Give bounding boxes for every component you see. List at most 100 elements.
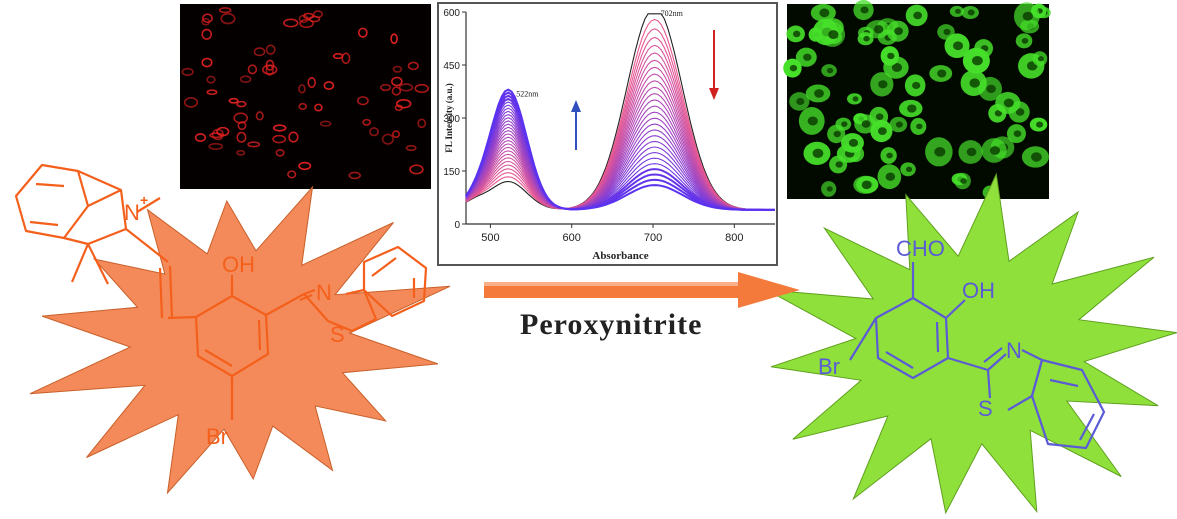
- cell-nucleus: [886, 152, 893, 159]
- red-cell: [262, 64, 278, 75]
- red-cell: [307, 77, 316, 89]
- spectra-chart: 500 600 700 800 0 150 300 450 600 Absorbance FL In…: [437, 2, 778, 266]
- cell-nucleus: [913, 11, 923, 20]
- cell-nucleus: [1022, 11, 1033, 21]
- x-axis-label: Absorbance: [592, 250, 648, 262]
- cell-nucleus: [877, 127, 887, 135]
- red-cell: [298, 84, 306, 94]
- cell-nucleus: [912, 81, 921, 90]
- red-cell: [236, 100, 247, 108]
- increase-arrow-head: [571, 100, 581, 112]
- red-cell: [417, 118, 427, 129]
- product-structure: [849, 262, 1106, 450]
- red-cell: [391, 76, 403, 87]
- cell-nucleus: [971, 55, 983, 66]
- cell-nucleus: [895, 121, 903, 128]
- decrease-arrow-head: [709, 88, 719, 100]
- probe-n-label: N: [316, 280, 332, 305]
- red-cell: [228, 97, 239, 104]
- red-cell: [341, 52, 351, 65]
- red-cell: [405, 144, 417, 152]
- red-cell: [392, 130, 401, 139]
- red-cell: [236, 149, 246, 156]
- red-cell: [201, 28, 213, 40]
- x-tick-label: 500: [481, 232, 499, 244]
- probe-starburst: [29, 185, 451, 495]
- red-cell: [288, 131, 299, 143]
- cell-nucleus: [994, 110, 1002, 117]
- red-cell: [362, 118, 371, 126]
- reaction-label: Peroxynitrite: [520, 308, 703, 341]
- red-cell: [255, 111, 264, 121]
- cell-nucleus: [1013, 130, 1022, 137]
- cell-nucleus: [852, 96, 859, 102]
- cell-nucleus: [803, 53, 812, 61]
- red-cell: [211, 128, 225, 141]
- cell-nucleus: [934, 147, 946, 157]
- reaction-arrow: [484, 272, 800, 308]
- red-cell: [348, 171, 361, 180]
- cell-nucleus: [841, 121, 848, 127]
- red-cell: [409, 164, 424, 175]
- cell-nucleus: [835, 161, 843, 168]
- cell-nucleus: [960, 178, 967, 184]
- cell-nucleus: [875, 113, 884, 120]
- red-cell: [272, 124, 287, 132]
- red-cell: [239, 75, 252, 83]
- x-tick-label: 800: [725, 232, 743, 244]
- cell-nucleus: [878, 80, 888, 89]
- cell-nucleus: [1003, 98, 1014, 108]
- cell-nucleus: [828, 30, 839, 40]
- red-cell: [272, 134, 287, 144]
- red-cell: [314, 103, 323, 112]
- red-cell: [201, 18, 211, 26]
- cell-nucleus: [826, 186, 833, 192]
- red-cell: [208, 142, 224, 151]
- red-cell: [218, 7, 232, 14]
- red-cell: [357, 27, 368, 38]
- red-cell: [253, 47, 266, 57]
- cell-nucleus: [807, 116, 818, 126]
- cell-nucleus: [860, 6, 869, 14]
- cell-nucleus: [861, 120, 871, 128]
- cell-nucleus: [1031, 152, 1042, 162]
- red-cell: [275, 148, 285, 157]
- red-cell: [299, 18, 314, 29]
- cell-nucleus: [943, 28, 951, 35]
- cell-nucleus: [826, 67, 834, 74]
- red-cell: [202, 13, 213, 24]
- spectrum-series: [465, 88, 775, 211]
- red-cell: [369, 127, 379, 137]
- cell-nucleus: [937, 69, 947, 78]
- cell-nucleus: [907, 104, 917, 113]
- cell-nucleus: [873, 25, 884, 34]
- cell-nucleus: [863, 35, 870, 42]
- probe-structure: [14, 163, 428, 420]
- red-cell-image: [180, 4, 431, 189]
- red-cell: [381, 133, 394, 145]
- cell-nucleus: [814, 89, 824, 98]
- probe-plus-label: +: [140, 192, 149, 208]
- y-tick-label: 300: [443, 114, 460, 125]
- red-cell: [181, 67, 194, 77]
- y-tick-label: 0: [454, 220, 460, 231]
- red-cell: [237, 121, 247, 131]
- cell-nucleus: [861, 180, 872, 190]
- cell-nucleus: [792, 30, 801, 38]
- cell-nucleus: [955, 8, 961, 14]
- cell-nucleus: [989, 146, 1001, 155]
- y-tick-label: 600: [443, 8, 460, 19]
- red-cell: [308, 15, 321, 23]
- product-s-label: S: [978, 396, 993, 421]
- red-cell: [233, 112, 249, 124]
- product-n-label: N: [1006, 338, 1022, 363]
- red-cell: [356, 96, 369, 106]
- cell-nucleus: [905, 166, 913, 173]
- cell-nucleus: [1036, 121, 1044, 128]
- red-cell: [206, 89, 218, 96]
- red-cell: [379, 83, 392, 92]
- red-cell: [220, 12, 236, 25]
- red-cell: [395, 99, 412, 109]
- red-cell: [391, 86, 402, 96]
- red-cell: [283, 18, 299, 28]
